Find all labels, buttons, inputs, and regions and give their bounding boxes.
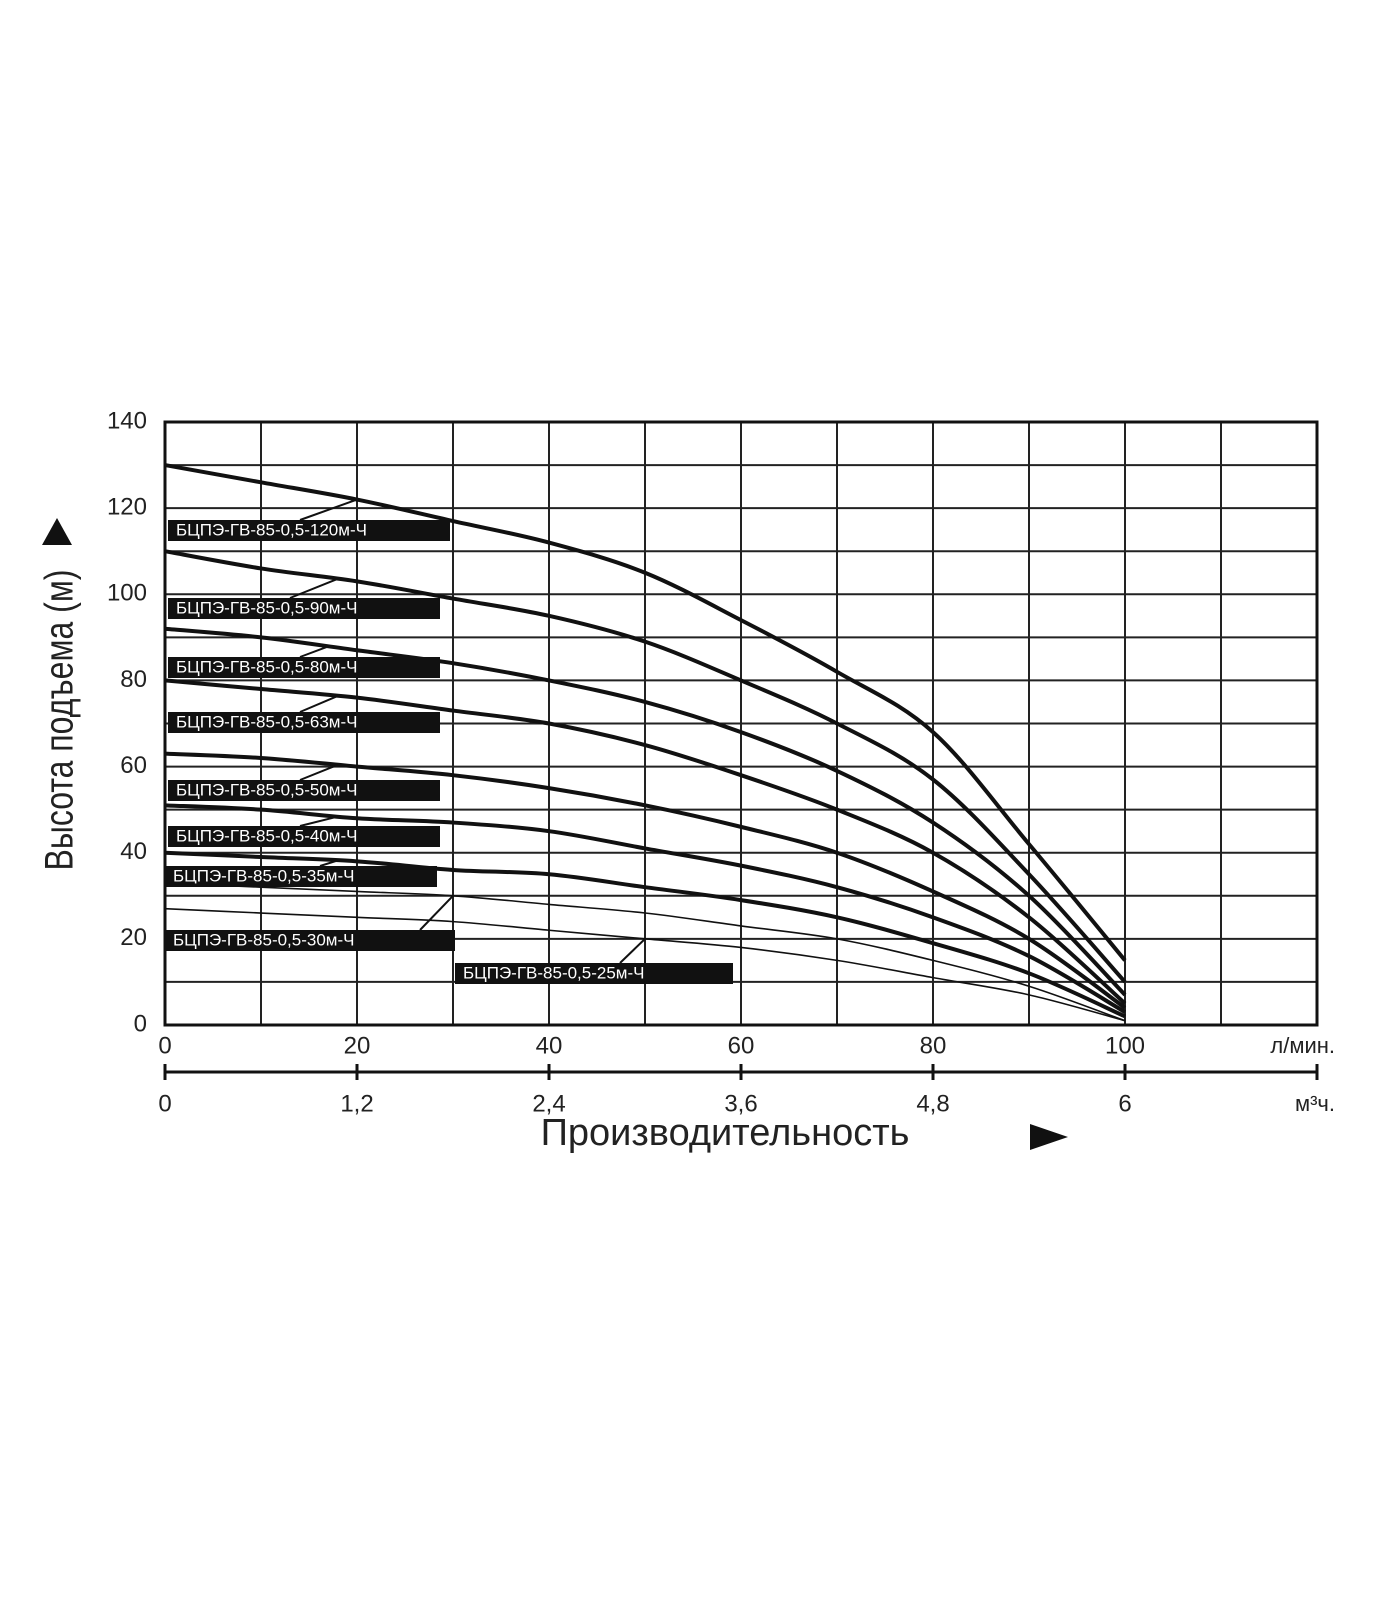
series-label: БЦПЭ-ГВ-85-0,5-35м-Ч bbox=[173, 866, 355, 885]
series-label: БЦПЭ-ГВ-85-0,5-30м-Ч bbox=[173, 930, 355, 949]
y-tick-label: 80 bbox=[120, 666, 147, 693]
x2-tick-label: 0 bbox=[158, 1090, 171, 1117]
x2-tick-label: 1,2 bbox=[340, 1090, 373, 1117]
x-tick-label: 20 bbox=[344, 1032, 371, 1059]
y-tick-label: 60 bbox=[120, 752, 147, 779]
series-line bbox=[164, 803, 1127, 1014]
x-tick-label: 0 bbox=[158, 1032, 171, 1059]
series-line bbox=[164, 678, 1127, 1005]
series-line bbox=[164, 463, 1127, 962]
label-box bbox=[165, 866, 437, 887]
y-axis-title: Высота подъема (м) bbox=[36, 570, 81, 871]
series-line bbox=[164, 751, 1127, 1010]
label-leader bbox=[419, 895, 454, 931]
series-line bbox=[164, 882, 1126, 1022]
label-leader bbox=[289, 577, 339, 599]
plot-frame bbox=[163, 420, 1319, 1027]
series-label: БЦПЭ-ГВ-85-0,5-40м-Ч bbox=[176, 826, 358, 845]
label-leader bbox=[619, 938, 646, 964]
series-label: БЦПЭ-ГВ-85-0,5-120м-Ч bbox=[176, 520, 367, 539]
x2-tick-label: 3,6 bbox=[724, 1090, 757, 1117]
x2-tick-label: 6 bbox=[1118, 1090, 1131, 1117]
series-label: БЦПЭ-ГВ-85-0,5-63м-Ч bbox=[176, 712, 358, 731]
series-label: БЦПЭ-ГВ-85-0,5-25м-Ч bbox=[463, 963, 645, 982]
series-label: БЦПЭ-ГВ-85-0,5-80м-Ч bbox=[176, 657, 358, 676]
series-line bbox=[164, 907, 1126, 1022]
y-tick-label: 0 bbox=[134, 1010, 147, 1037]
x2-unit: м³ч. bbox=[1295, 1091, 1335, 1116]
label-leader bbox=[299, 695, 339, 713]
label-leader bbox=[299, 763, 339, 781]
y-tick-label: 20 bbox=[120, 924, 147, 951]
label-leader bbox=[299, 645, 329, 658]
x-arrow bbox=[1030, 1124, 1068, 1150]
x-tick-label: 80 bbox=[920, 1032, 947, 1059]
label-box bbox=[455, 963, 733, 984]
x-unit: л/мин. bbox=[1270, 1033, 1335, 1058]
label-box bbox=[168, 520, 450, 541]
x-tick-label: 100 bbox=[1105, 1032, 1145, 1059]
y-tick-label: 40 bbox=[120, 838, 147, 865]
series-line bbox=[164, 850, 1126, 1019]
label-box bbox=[168, 712, 440, 733]
y-tick-label: 100 bbox=[107, 580, 147, 607]
label-leader bbox=[299, 498, 358, 521]
label-leader bbox=[319, 859, 339, 867]
series-label: БЦПЭ-ГВ-85-0,5-90м-Ч bbox=[176, 598, 358, 617]
series-line bbox=[164, 549, 1127, 984]
y-tick-label: 140 bbox=[107, 407, 147, 434]
x-axis-title: Производительность bbox=[541, 1112, 910, 1154]
label-box bbox=[168, 826, 440, 847]
x2-tick-label: 2,4 bbox=[532, 1090, 565, 1117]
y-arrow bbox=[42, 518, 72, 545]
y-tick-label: 120 bbox=[107, 493, 147, 520]
series-line bbox=[164, 626, 1127, 997]
label-box bbox=[168, 780, 440, 801]
series-label: БЦПЭ-ГВ-85-0,5-50м-Ч bbox=[176, 780, 358, 799]
label-box bbox=[168, 598, 440, 619]
label-box bbox=[165, 930, 455, 951]
label-leader bbox=[299, 815, 339, 827]
x-tick-label: 60 bbox=[728, 1032, 755, 1059]
x2-tick-label: 4,8 bbox=[916, 1090, 949, 1117]
x-tick-label: 40 bbox=[536, 1032, 563, 1059]
label-box bbox=[168, 657, 440, 678]
